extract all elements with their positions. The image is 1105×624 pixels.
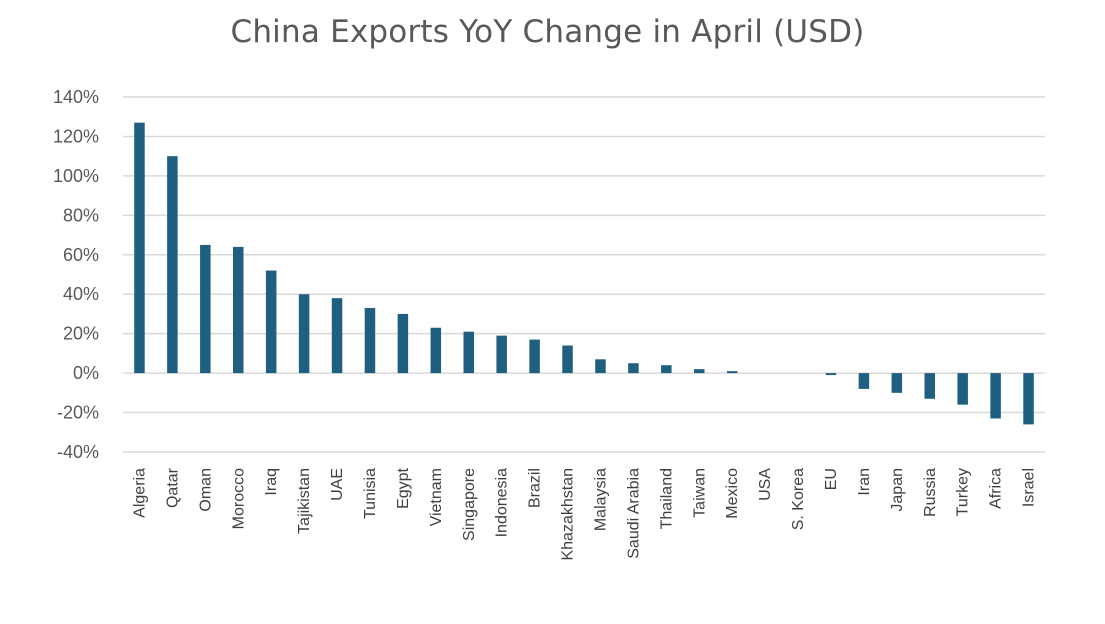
bar-thailand bbox=[661, 365, 672, 374]
bar-khazakhstan bbox=[562, 345, 573, 374]
y-tick-label: 20% bbox=[63, 324, 99, 344]
bar-singapore bbox=[463, 331, 474, 374]
bar-eu bbox=[825, 373, 837, 376]
y-tick-label: 100% bbox=[53, 166, 99, 186]
bar-morocco bbox=[233, 246, 244, 374]
x-category-label: Turkey bbox=[955, 468, 972, 516]
y-tick-label: -40% bbox=[57, 442, 99, 462]
bar-malaysia bbox=[595, 359, 606, 374]
bar-oman bbox=[200, 244, 211, 374]
y-tick-label: 120% bbox=[53, 126, 99, 146]
x-category-label: Israel bbox=[1021, 468, 1038, 507]
x-category-label: Brazil bbox=[527, 468, 544, 508]
bar-indonesia bbox=[496, 335, 507, 374]
bar-algeria bbox=[134, 122, 145, 374]
x-category-label: Khazakhstan bbox=[560, 468, 577, 561]
bar-iran bbox=[858, 373, 870, 389]
x-category-label: Iran bbox=[856, 468, 873, 496]
bar-tajikistan bbox=[298, 294, 310, 374]
bar-russia bbox=[924, 373, 935, 399]
x-category-label: Vietnam bbox=[428, 468, 445, 526]
y-tick-label: -20% bbox=[57, 403, 99, 423]
bar-tunisia bbox=[364, 308, 376, 374]
bar-egypt bbox=[397, 313, 409, 374]
bar-qatar bbox=[167, 156, 178, 374]
bar-africa bbox=[990, 373, 1001, 419]
bar-uae bbox=[331, 298, 343, 374]
bar-turkey bbox=[957, 373, 968, 405]
chart-title: China Exports YoY Change in April (USD) bbox=[230, 14, 865, 50]
bar-taiwan bbox=[694, 369, 705, 374]
x-category-label: Saudi Arabia bbox=[625, 468, 642, 559]
x-category-label: Africa bbox=[988, 468, 1005, 509]
y-tick-label: 40% bbox=[63, 284, 99, 304]
y-tick-label: 140% bbox=[53, 87, 99, 107]
bar-saudi-arabia bbox=[628, 363, 639, 374]
x-category-label: Malaysia bbox=[592, 468, 609, 531]
x-category-label: Morocco bbox=[230, 468, 247, 529]
x-category-label: Indonesia bbox=[494, 468, 511, 537]
x-category-label: Iraq bbox=[263, 468, 280, 496]
x-category-label: UAE bbox=[329, 468, 346, 501]
x-category-label: Egypt bbox=[395, 467, 412, 508]
x-category-label: Taiwan bbox=[691, 468, 708, 518]
bar-israel bbox=[1023, 373, 1034, 425]
bar-brazil bbox=[529, 339, 540, 374]
x-category-label: S. Korea bbox=[790, 468, 807, 530]
y-tick-label: 60% bbox=[63, 245, 99, 265]
bar-vietnam bbox=[430, 327, 442, 374]
x-category-label: Tajikistan bbox=[296, 468, 313, 534]
x-category-label: USA bbox=[757, 468, 774, 501]
x-category-label: Singapore bbox=[461, 468, 478, 541]
x-category-label: Russia bbox=[922, 468, 939, 517]
x-category-label: Tunisia bbox=[362, 468, 379, 519]
x-category-label: Japan bbox=[889, 468, 906, 512]
x-category-label: Algeria bbox=[131, 468, 148, 518]
x-category-label: EU bbox=[823, 468, 840, 490]
bar-mexico bbox=[726, 371, 738, 374]
y-tick-label: 80% bbox=[63, 205, 99, 225]
y-tick-label: 0% bbox=[73, 363, 99, 383]
x-category-label: Qatar bbox=[164, 467, 181, 508]
bar-japan bbox=[891, 373, 903, 393]
x-category-label: Mexico bbox=[724, 468, 741, 519]
x-category-label: Oman bbox=[197, 468, 214, 512]
bar-iraq bbox=[265, 270, 277, 374]
x-category-label: Thailand bbox=[658, 468, 675, 529]
